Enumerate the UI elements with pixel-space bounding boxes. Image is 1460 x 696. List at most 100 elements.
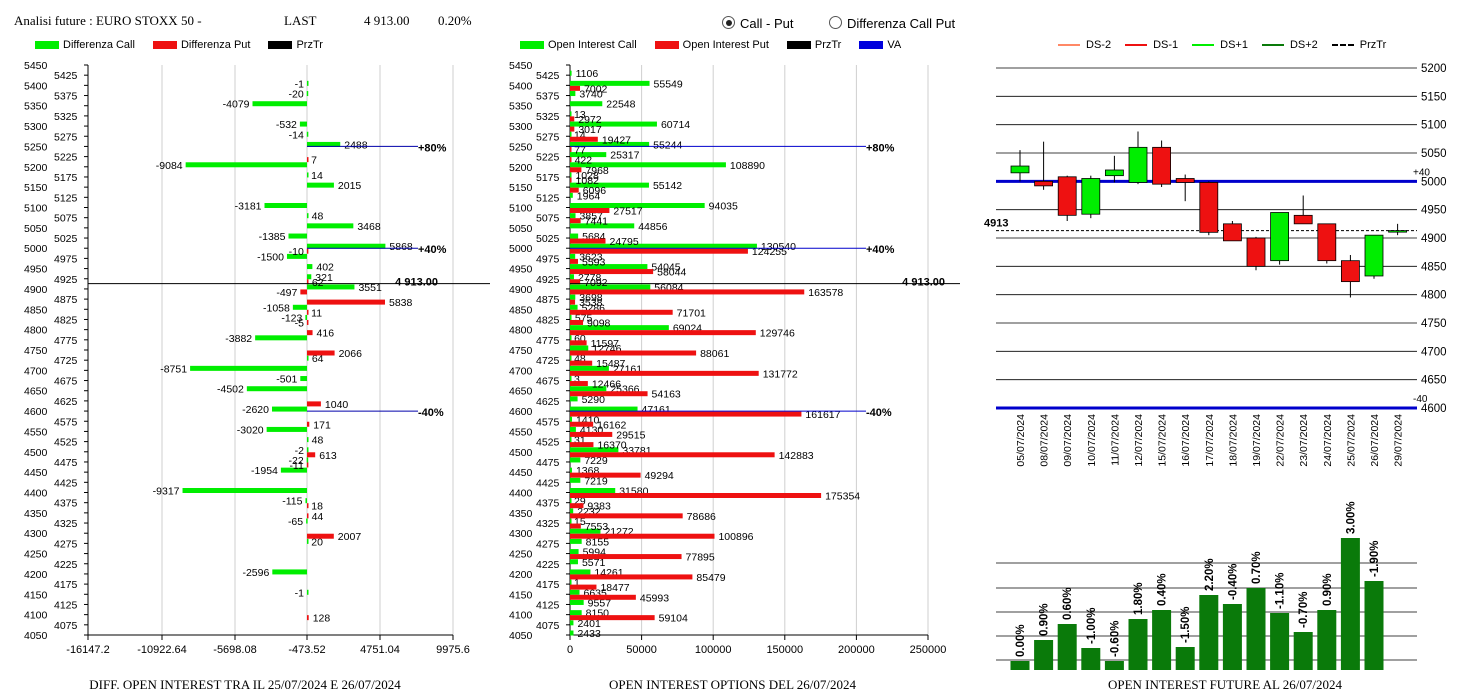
panel2-legend: Open Interest Call Open Interest Put Prz… [520,39,901,51]
y-tick-label: 5075 [536,213,560,225]
data-bar [570,248,748,254]
data-bar [306,91,309,97]
data-bar [306,248,309,254]
y-tick-label: 4725 [536,355,560,367]
data-bar [570,330,756,336]
diff-oi-chart: -16147.2 -10922.64 -5698.08 -473.52 4751.04 9… [24,60,490,656]
data-bar [307,279,309,285]
data-bar [570,559,578,565]
y-tick-label: 5250 [509,141,533,153]
data-bar [570,391,648,397]
candle-body [1340,260,1360,283]
data-bar [570,111,572,117]
data-bar [570,365,609,371]
data-bar [307,264,313,270]
data-label: 7553 [585,521,609,533]
data-bar [300,376,307,382]
data-label: 9098 [587,317,611,329]
data-label: 1.80% [1133,582,1145,615]
app-title: Analisi future : EURO STOXX 50 - [14,13,202,28]
change-percent: 0.20% [438,13,472,28]
y-tick-label: 5075 [54,213,78,225]
data-bar [1057,624,1077,670]
data-bar [570,396,578,402]
data-label: -1500 [257,251,284,263]
panel1-footer: DIFF. OPEN INTEREST TRA IL 25/07/2024 E … [89,677,401,692]
y-tick-label: 4225 [536,559,560,571]
y-tick-label: 5000 [1421,176,1447,188]
data-label: 15487 [596,358,625,370]
data-bar [1270,613,1290,670]
data-label: 3740 [579,89,603,101]
data-bar [307,437,309,443]
radio-diff-call-put[interactable]: Differenza Call Put [829,16,955,31]
data-bar [307,243,386,249]
x-tick-label: -473.52 [288,644,325,656]
data-bar [1340,538,1360,670]
legend-label: VA [887,39,902,51]
data-bar [1128,619,1148,670]
data-bar [264,203,307,208]
candle-body [1152,146,1172,185]
data-bar [570,264,648,270]
data-label: 3538 [579,297,603,309]
data-label: -4502 [217,384,244,396]
data-bar [570,589,580,595]
y-tick-label: 5000 [24,243,48,255]
data-label: 22548 [606,99,635,111]
panel3-legend: DS-2 DS-1 DS+1 DS+2 PrzTr [1058,39,1386,51]
ref-label: +80% [866,142,895,154]
y-tick-label: 4700 [24,365,48,377]
y-tick-label: 4500 [24,447,48,459]
data-label: 48 [312,435,324,447]
data-label: 55142 [653,180,682,192]
data-bar [570,208,610,213]
data-label: 77895 [686,552,715,564]
data-label: 29515 [616,429,645,441]
y-tick-label: 4850 [1421,261,1447,273]
data-bar [570,533,715,539]
data-bar [570,549,579,555]
data-label: 13 [574,109,586,121]
data-bar [1034,640,1054,670]
radio-call-put[interactable]: Call - Put [722,16,793,31]
legend-label: DS+2 [1289,39,1318,51]
data-bar [570,508,574,514]
y-tick-label: 4050 [509,630,533,642]
data-label: 108890 [730,160,765,172]
data-bar [570,538,582,544]
data-label: 48 [312,211,324,223]
y-tick-label: 4100 [24,610,48,622]
oi-options-chart: 0 50000 100000 150000 200000 2500005450540053… [509,60,960,656]
legend-line-ds+2 [1261,44,1284,46]
y-tick-label: 4525 [536,437,560,449]
y-tick-label: 4925 [536,274,560,286]
data-bar [306,319,309,325]
candle-body [1081,178,1101,215]
y-tick-label: 4375 [536,498,560,510]
ref-label: +40% [418,244,447,256]
y-tick-label: 4750 [509,345,533,357]
data-bar [570,350,697,356]
candle-body [1199,182,1219,233]
y-tick-label: 5100 [1421,120,1447,132]
data-bar [570,406,638,412]
y-tick-label: 4650 [509,386,533,398]
y-tick-label: 4075 [54,620,78,632]
x-tick-label: 16/07/2024 [1180,414,1192,467]
data-label: 0.90% [1039,603,1051,636]
legend-swatch-put [152,41,177,49]
data-label: 2.20% [1204,558,1216,591]
data-label: 31 [574,435,586,447]
y-tick-label: 4775 [54,335,78,347]
data-label: 613 [319,450,337,462]
data-bar [570,116,575,122]
legend-label: Open Interest Call [548,39,637,51]
y-tick-label: 4950 [24,264,48,276]
data-bar [570,279,581,285]
data-label: 59104 [659,613,688,625]
y-tick-label: 4250 [509,549,533,561]
data-bar [307,299,385,305]
y-tick-label: 4750 [1421,318,1447,330]
y-tick-label: 5425 [54,70,78,82]
